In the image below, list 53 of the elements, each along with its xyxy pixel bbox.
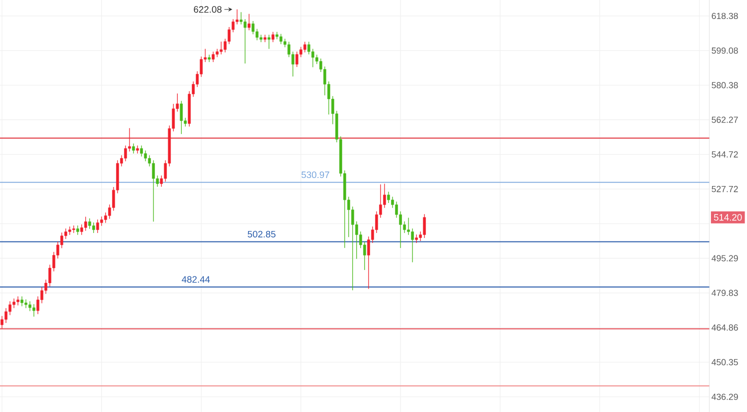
y-tick-label: 527.72 (712, 186, 738, 192)
candlestick (28, 300, 32, 312)
annotation: 514.20 (714, 214, 742, 221)
candlestick (268, 34, 270, 50)
candlestick (212, 51, 215, 62)
y-tick-label: 464.86 (712, 324, 738, 331)
candlestick (88, 218, 92, 230)
candlestick (84, 216, 88, 232)
candlestick (295, 51, 298, 68)
y-tick-label: 544.72 (712, 151, 738, 158)
candlestick (144, 150, 147, 162)
candlestick (16, 296, 20, 306)
y-tick-label: 495.29 (712, 255, 738, 262)
candlestick (124, 145, 127, 162)
candlestick (100, 216, 104, 226)
candlestick (180, 100, 183, 134)
y-tick-label: 580.38 (712, 82, 738, 88)
y-tick-label: 479.83 (712, 290, 738, 296)
candlestick (92, 222, 96, 234)
candlestick (140, 145, 143, 157)
candlestick (272, 32, 274, 42)
candlestick (136, 145, 139, 154)
y-tick-label: 450.35 (712, 359, 738, 366)
candlestick (415, 234, 418, 244)
candlestick (76, 225, 80, 236)
y-tick-label: 618.38 (712, 12, 738, 20)
y-tick-label: 436.29 (712, 394, 738, 400)
candlestick (411, 228, 414, 263)
candlestick (252, 20, 254, 35)
candlestick (276, 32, 278, 40)
ref-line-label: 530.97 (302, 171, 330, 178)
candlestick (248, 14, 250, 31)
candlestick (152, 160, 155, 222)
candlestick (96, 219, 100, 234)
candlestick (387, 191, 390, 204)
candlestick (307, 41, 310, 55)
y-tick-label: 562.27 (712, 116, 738, 123)
candlestick (80, 224, 84, 236)
candlestick (32, 304, 36, 317)
ref-line-label: 502.85 (248, 230, 276, 238)
ref-line-label: 482.44 (182, 276, 210, 283)
candlestick (280, 34, 282, 44)
candlestick (20, 296, 24, 307)
candlestick (244, 18, 246, 64)
candlestick (4, 308, 8, 324)
candlestick (240, 12, 243, 25)
annotation: 622.08 (194, 6, 222, 13)
candlestick (303, 41, 306, 53)
candlestick (220, 41, 223, 55)
candlestick (132, 143, 135, 154)
candlestick (422, 214, 426, 238)
y-tick-label: 599.08 (712, 47, 738, 54)
candlestick (12, 298, 16, 308)
